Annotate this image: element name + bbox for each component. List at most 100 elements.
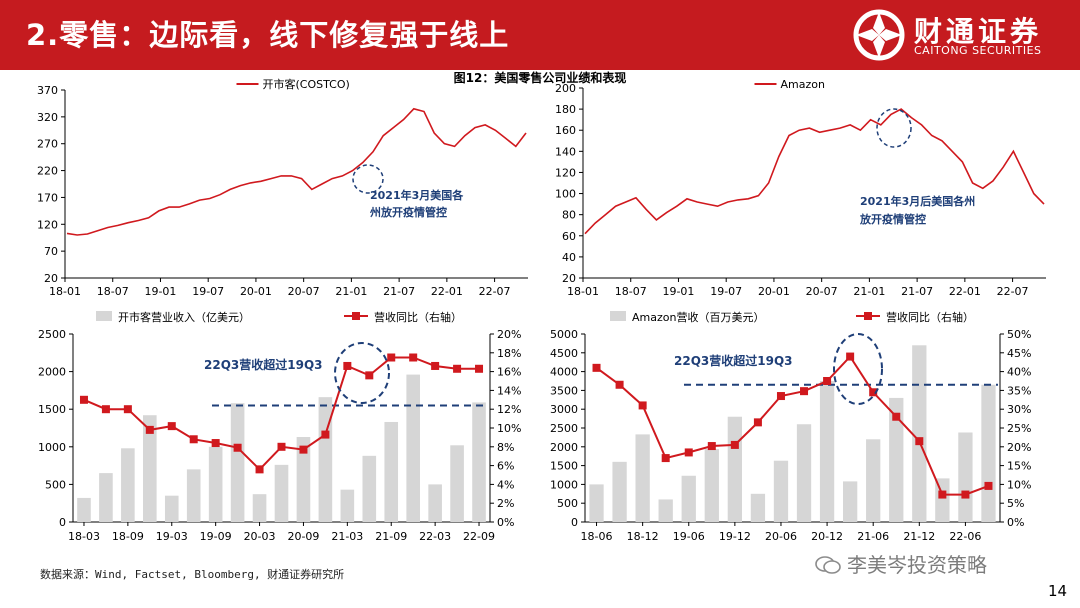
y2-tick-label: 10% <box>1007 478 1031 491</box>
revenue-bar <box>842 481 858 522</box>
yoy-marker <box>730 440 739 449</box>
yoy-marker <box>277 442 286 451</box>
y2-tick-label: 14% <box>497 384 521 397</box>
x-tick-label: 22-01 <box>431 285 463 298</box>
series-line <box>66 107 527 236</box>
x-tick-label: 21-03 <box>331 530 363 543</box>
x-tick-label: 18-12 <box>627 530 659 543</box>
y-tick-label: 160 <box>555 124 576 137</box>
x-tick-label: 20-06 <box>765 530 797 543</box>
annotation-line1: 2021年3月美国各 <box>370 188 464 202</box>
yoy-marker <box>638 401 647 410</box>
y-tick-label: 220 <box>37 165 58 178</box>
y2-tick-label: 0% <box>1007 516 1024 529</box>
yoy-marker <box>79 395 88 404</box>
yoy-marker <box>299 445 308 454</box>
logo-emblem-icon <box>853 9 905 61</box>
highlight-circle <box>352 164 384 194</box>
legend-label: 开市客(COSTCO) <box>263 77 350 91</box>
y-tick-label: 4000 <box>550 366 578 379</box>
logo-text-cn: 财通证券 <box>914 15 1043 48</box>
x-tick-label: 18-07 <box>615 285 647 298</box>
yoy-marker <box>892 412 901 421</box>
x-tick-label: 20-01 <box>240 285 272 298</box>
y-tick-label: 0 <box>59 516 66 529</box>
highlight-circle <box>833 333 883 405</box>
yoy-marker <box>869 388 878 397</box>
y2-tick-label: 5% <box>1007 497 1024 510</box>
x-tick-label: 19-07 <box>192 285 224 298</box>
yoy-marker <box>431 361 440 370</box>
y2-tick-label: 6% <box>497 460 514 473</box>
annotation-line2: 州放开疫情管控 <box>369 205 447 219</box>
y-tick-label: 2500 <box>38 328 66 341</box>
page-number: 14 <box>1048 582 1068 600</box>
y2-tick-label: 16% <box>497 366 521 379</box>
x-tick-label: 20-01 <box>758 285 790 298</box>
yoy-marker <box>615 380 624 389</box>
y2-tick-label: 12% <box>497 403 521 416</box>
annotation-line2: 放开疫情管控 <box>859 212 926 226</box>
yoy-marker <box>707 442 716 451</box>
revenue-bar <box>340 489 355 522</box>
page-title: 2.零售：边际看，线下修复强于线上 <box>26 18 510 52</box>
revenue-bar <box>230 403 245 522</box>
yoy-marker <box>123 405 132 414</box>
y-tick-label: 140 <box>555 145 576 158</box>
y-tick-label: 200 <box>555 82 576 95</box>
y2-tick-label: 40% <box>1007 366 1031 379</box>
x-tick-label: 21-01 <box>335 285 367 298</box>
x-tick-label: 19-12 <box>719 530 751 543</box>
y2-tick-label: 35% <box>1007 384 1031 397</box>
yoy-marker <box>592 363 601 372</box>
revenue-bar <box>77 497 91 522</box>
x-tick-label: 21-01 <box>853 285 885 298</box>
y-tick-label: 370 <box>37 84 58 97</box>
yoy-marker <box>823 377 832 385</box>
y-tick-label: 2500 <box>550 422 578 435</box>
revenue-bar <box>406 374 420 522</box>
x-tick-label: 18-03 <box>68 530 100 543</box>
revenue-bar <box>99 473 113 522</box>
costco-revenue-chart: 0 500 1000 1500 2000 2500 0% 2% 4% 6% 8% 10% 12% 14% 1… <box>38 310 521 543</box>
x-tick-label: 18-07 <box>97 285 129 298</box>
revenue-bar <box>635 434 650 522</box>
costco-price-chart: 20 70 120 170 220 270 320 370 18-01 18-07 19-01 19-… <box>37 77 528 298</box>
y2-tick-label: 50% <box>1007 328 1031 341</box>
yoy-marker <box>101 405 110 414</box>
y-tick-label: 20 <box>44 272 58 285</box>
annotation-line1: 2021年3月后美国各州 <box>860 194 975 208</box>
yoy-marker <box>189 435 198 444</box>
revenue-bar <box>208 446 223 522</box>
yoy-marker <box>453 364 462 373</box>
x-tick-label: 22-06 <box>949 530 981 543</box>
x-tick-label: 21-07 <box>383 285 415 298</box>
yoy-marker <box>343 361 352 370</box>
revenue-bar <box>450 445 464 522</box>
y-tick-label: 70 <box>44 245 58 258</box>
revenue-bar <box>186 469 201 522</box>
revenue-bar <box>589 484 604 522</box>
revenue-bar <box>164 495 179 522</box>
revenue-bar <box>727 416 743 522</box>
revenue-bar <box>704 449 719 522</box>
x-tick-label: 19-01 <box>144 285 176 298</box>
revenue-bar <box>935 478 950 522</box>
revenue-bar <box>773 460 789 522</box>
legend-line-label: 营收同比（右轴） <box>886 310 974 324</box>
revenue-bar <box>428 484 442 522</box>
x-tick-label: 18-01 <box>567 285 599 298</box>
watermark: 李美岑投资策略 <box>815 549 987 578</box>
y2-tick-label: 25% <box>1007 422 1031 435</box>
revenue-bar <box>252 494 267 522</box>
y-tick-label: 320 <box>37 111 58 124</box>
yoy-marker <box>846 352 855 361</box>
revenue-bar <box>143 415 157 522</box>
revenue-bar <box>981 384 996 522</box>
y-tick-label: 120 <box>555 166 576 179</box>
revenue-bar <box>866 439 881 522</box>
y2-tick-label: 0% <box>497 516 514 529</box>
y2-tick-label: 8% <box>497 441 514 454</box>
y-tick-label: 1500 <box>550 460 578 473</box>
legend-line-marker <box>864 312 872 320</box>
